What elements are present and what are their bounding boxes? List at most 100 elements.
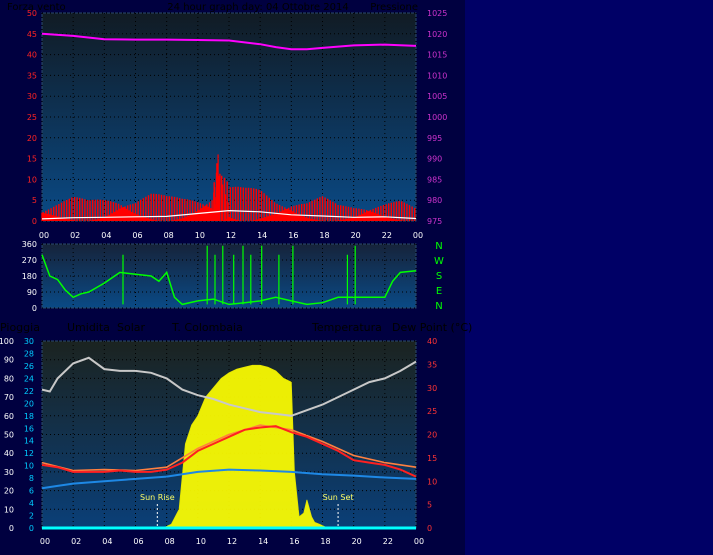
x-tick-label: 12: [226, 231, 236, 240]
left-tick-label: 20: [27, 134, 37, 143]
rain-tick-label: 14: [24, 437, 34, 446]
right-tick-label: 1015: [427, 51, 447, 60]
direction-tick-label: 180: [22, 272, 37, 281]
left-tick-label: 5: [32, 196, 37, 205]
legend-dew-point: Dew Point (°C): [392, 321, 472, 334]
x-tick-label: 06: [132, 231, 142, 240]
x-tick-label: 00: [40, 537, 50, 546]
direction-tick-label: 0: [32, 304, 37, 313]
x-tick-label: 14: [258, 537, 268, 546]
rain-tick-label: 22: [24, 387, 34, 396]
compass-label: N: [435, 241, 442, 252]
humidity-tick-label: 60: [4, 412, 14, 421]
rain-tick-label: 28: [24, 349, 34, 358]
rain-tick-label: 4: [29, 499, 34, 508]
direction-tick-label: 90: [27, 288, 37, 297]
compass-label: S: [436, 271, 442, 282]
temperature-tick-label: 40: [427, 337, 437, 346]
left-tick-label: 10: [27, 175, 37, 184]
humidity-tick-label: 30: [4, 468, 14, 477]
rain-tick-label: 12: [24, 449, 34, 458]
rain-tick-label: 0: [29, 524, 34, 533]
right-axis-label: Pressione: [370, 2, 418, 13]
legend-solar: Solar: [117, 321, 146, 334]
rain-tick-label: 6: [29, 487, 34, 496]
temperature-tick-label: 5: [427, 501, 432, 510]
left-tick-label: 40: [27, 51, 37, 60]
wind-direction-series: [41, 254, 417, 306]
x-tick-label: 10: [196, 537, 206, 546]
legend-t-colombaia: T. Colombaia: [171, 321, 243, 334]
wind-direction-spikes: [122, 245, 356, 305]
right-tick-label: 1025: [427, 9, 447, 18]
solar-series: [164, 364, 326, 529]
humidity-tick-label: 70: [4, 393, 14, 402]
left-tick-label: 25: [27, 113, 37, 122]
rain-tick-label: 16: [24, 424, 34, 433]
t-colombaia-series: [41, 424, 417, 472]
left-tick-label: 50: [27, 9, 37, 18]
left-tick-label: 15: [27, 155, 37, 164]
humidity-tick-label: 20: [4, 487, 14, 496]
x-tick-label: 20: [352, 537, 362, 546]
rain-tick-label: 10: [24, 462, 34, 471]
left-tick-label: 45: [27, 30, 37, 39]
humidity-tick-label: 50: [4, 431, 14, 440]
temperature-tick-label: 25: [427, 407, 437, 416]
x-tick-label: 00: [39, 231, 49, 240]
compass-label: N: [435, 301, 442, 312]
x-tick-label: 22: [383, 537, 393, 546]
x-tick-label: 20: [351, 231, 361, 240]
humidity-tick-label: 10: [4, 505, 14, 514]
x-tick-label: 08: [164, 231, 174, 240]
humidity-series: [41, 356, 417, 417]
compass-label: W: [434, 256, 444, 267]
temperature-tick-label: 10: [427, 477, 437, 486]
left-tick-label: 30: [27, 92, 37, 101]
left-tick-label: 35: [27, 71, 37, 80]
rain-tick-label: 18: [24, 412, 34, 421]
legend-umidita: Umidita: [67, 321, 110, 334]
wind-gust-series: [41, 163, 416, 221]
x-tick-label: 00: [413, 231, 423, 240]
rain-tick-label: 8: [29, 474, 34, 483]
compass-label: E: [436, 286, 442, 297]
temperature-tick-label: 20: [427, 431, 437, 440]
pressure-series: [41, 32, 417, 51]
right-tick-label: 990: [427, 155, 442, 164]
direction-tick-label: 360: [22, 240, 37, 249]
temperature-series: [41, 425, 417, 478]
x-tick-label: 04: [101, 231, 111, 240]
x-tick-label: 22: [382, 231, 392, 240]
temperature-tick-label: 30: [427, 384, 437, 393]
dew-point-series: [41, 468, 417, 490]
temperature-tick-label: 35: [427, 360, 437, 369]
right-tick-label: 1000: [427, 113, 447, 122]
right-tick-label: 985: [427, 175, 442, 184]
rain-tick-label: 26: [24, 362, 34, 371]
x-tick-label: 12: [227, 537, 237, 546]
wind-average-series: [41, 209, 417, 220]
right-tick-label: 1010: [427, 71, 447, 80]
right-tick-label: 1020: [427, 30, 447, 39]
x-tick-label: 18: [320, 537, 330, 546]
x-tick-label: 14: [257, 231, 267, 240]
sun-event-label: Sun Set: [323, 493, 354, 502]
x-tick-label: 04: [102, 537, 112, 546]
humidity-tick-label: 0: [9, 524, 14, 533]
left-tick-label: 0: [32, 217, 37, 226]
sun-event-label: Sun Rise: [140, 493, 175, 502]
rain-tick-label: 20: [24, 399, 34, 408]
x-tick-label: 00: [414, 537, 424, 546]
temperature-tick-label: 0: [427, 524, 432, 533]
right-tick-label: 980: [427, 196, 442, 205]
x-tick-label: 10: [195, 231, 205, 240]
x-tick-label: 08: [165, 537, 175, 546]
legend-pioggia: Pioggia: [0, 321, 40, 334]
humidity-tick-label: 80: [4, 374, 14, 383]
right-tick-label: 1005: [427, 92, 447, 101]
x-tick-label: 18: [319, 231, 329, 240]
humidity-tick-label: 40: [4, 449, 14, 458]
x-tick-label: 02: [70, 231, 80, 240]
